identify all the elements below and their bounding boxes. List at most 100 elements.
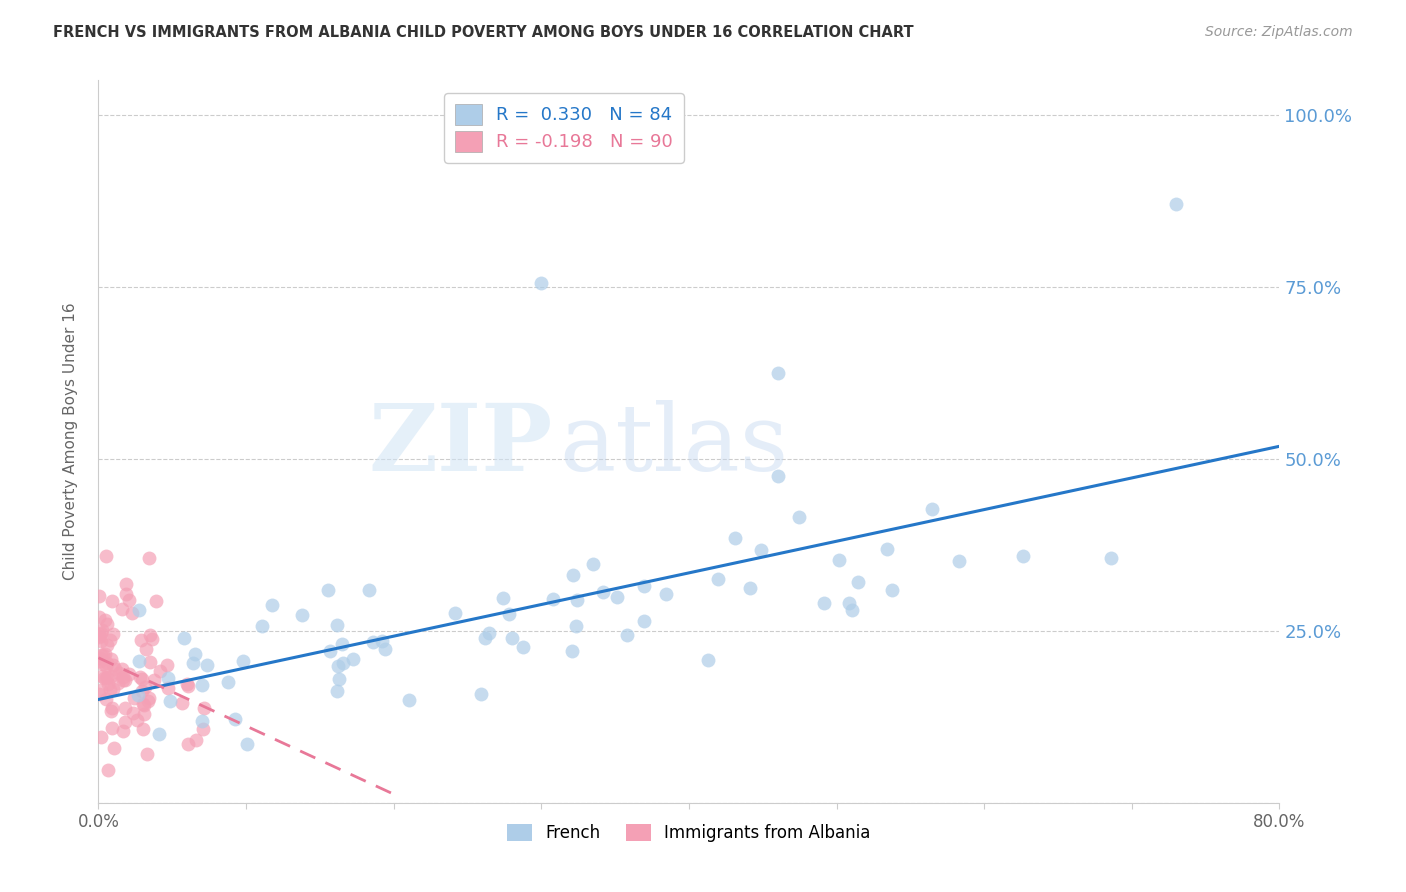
Point — [131, 672, 153, 686]
Point — [177, 679, 200, 693]
Point — [142, 673, 165, 687]
Point — [103, 740, 125, 755]
Point — [1166, 197, 1188, 211]
Point — [159, 694, 181, 708]
Point — [138, 550, 160, 565]
Point — [89, 651, 111, 665]
Point — [135, 747, 157, 761]
Point — [118, 667, 141, 681]
Point — [87, 610, 110, 624]
Point — [90, 626, 112, 640]
Point — [501, 632, 523, 646]
Point — [115, 587, 138, 601]
Point — [882, 582, 904, 597]
Point — [846, 575, 869, 590]
Point — [94, 647, 117, 661]
Point — [325, 617, 347, 632]
Point — [1012, 549, 1035, 563]
Point — [561, 644, 583, 658]
Point — [94, 691, 117, 706]
Point — [129, 633, 152, 648]
Point — [114, 673, 136, 688]
Text: atlas: atlas — [560, 401, 789, 490]
Point — [89, 629, 111, 643]
Point — [582, 557, 605, 571]
Point — [134, 680, 156, 694]
Point — [190, 714, 212, 729]
Point — [101, 658, 124, 673]
Point — [128, 603, 150, 617]
Point — [138, 655, 160, 669]
Point — [111, 601, 134, 615]
Point — [94, 658, 117, 673]
Point — [565, 619, 588, 633]
Point — [101, 627, 124, 641]
Point — [398, 692, 420, 706]
Point — [176, 677, 198, 691]
Point — [132, 698, 155, 713]
Point — [89, 655, 111, 669]
Point — [93, 657, 115, 671]
Point — [184, 732, 207, 747]
Point — [813, 596, 835, 610]
Point — [592, 585, 614, 599]
Point — [156, 658, 179, 673]
Point — [87, 627, 110, 641]
Point — [921, 502, 943, 516]
Point — [90, 648, 112, 662]
Point — [108, 665, 131, 680]
Point — [97, 677, 120, 691]
Point — [131, 684, 153, 698]
Point — [498, 607, 520, 621]
Point — [90, 623, 112, 637]
Point — [90, 730, 112, 744]
Point — [478, 625, 501, 640]
Point — [697, 653, 720, 667]
Point — [100, 652, 122, 666]
Point — [342, 652, 364, 666]
Point — [114, 715, 136, 730]
Point — [841, 602, 863, 616]
Point — [176, 737, 198, 751]
Point — [706, 572, 728, 586]
Point — [252, 619, 274, 633]
Point — [134, 707, 156, 722]
Point — [616, 628, 638, 642]
Point — [112, 670, 135, 684]
Point — [111, 662, 134, 676]
Point — [97, 764, 120, 778]
Point — [101, 681, 124, 696]
Point — [655, 587, 678, 601]
Point — [87, 687, 110, 701]
Point — [541, 592, 564, 607]
Text: Source: ZipAtlas.com: Source: ZipAtlas.com — [1205, 25, 1353, 39]
Point — [512, 640, 534, 654]
Point — [107, 676, 129, 690]
Point — [104, 662, 127, 676]
Point — [470, 686, 492, 700]
Point — [101, 701, 124, 715]
Point — [838, 596, 860, 610]
Point — [94, 671, 117, 685]
Point — [100, 632, 122, 647]
Point — [948, 554, 970, 568]
Point — [100, 704, 122, 718]
Point — [101, 594, 124, 608]
Point — [90, 668, 112, 682]
Point — [316, 583, 339, 598]
Point — [181, 656, 204, 670]
Point — [197, 658, 219, 673]
Point — [474, 632, 496, 646]
Point — [148, 727, 170, 741]
Point — [96, 616, 118, 631]
Point — [114, 701, 136, 715]
Point — [374, 642, 396, 657]
Point — [319, 644, 342, 658]
Point — [90, 634, 112, 648]
Point — [156, 681, 179, 695]
Point — [98, 682, 121, 697]
Point — [121, 706, 143, 721]
Point — [115, 577, 138, 591]
Point — [90, 683, 112, 698]
Point — [876, 541, 898, 556]
